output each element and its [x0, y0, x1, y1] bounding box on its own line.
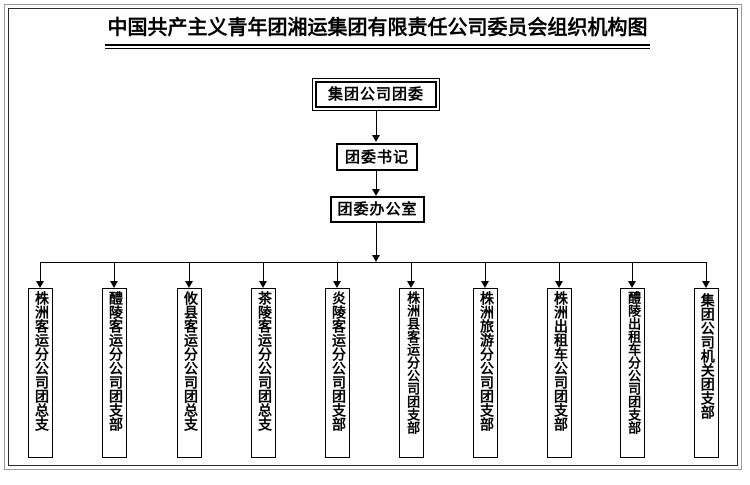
arrowhead-branch-4: [259, 281, 267, 288]
node-root-inner: 集团公司团委: [315, 81, 437, 108]
arrowhead-branch-8: [555, 281, 563, 288]
node-branch-6[interactable]: 株洲县客运分公司团支部: [399, 288, 424, 458]
chart-title-text: 中国共产主义青年团湘运集团有限责任公司委员会组织机构图: [107, 15, 648, 39]
arrowhead-branch-1: [36, 281, 44, 288]
node-branch-7[interactable]: 株洲旅游分公司团支部: [473, 288, 498, 458]
connector-branch-6: [411, 262, 412, 282]
connector-root-to-secretary: [376, 111, 377, 136]
connector-branch-2: [114, 262, 115, 282]
node-branch-3[interactable]: 攸县客运分公司团总支: [177, 288, 202, 458]
node-branch-5[interactable]: 炎陵客运分公司团支部: [325, 288, 350, 458]
arrowhead-branch-10: [702, 281, 710, 288]
node-branch-2[interactable]: 醴陵客运分公司团支部: [102, 288, 127, 458]
node-branch-10-label: 集团公司机关团支部: [698, 293, 715, 419]
chart-title: 中国共产主义青年团湘运集团有限责任公司委员会组织机构图: [105, 14, 650, 40]
node-league-office[interactable]: 团委办公室: [330, 196, 425, 223]
node-branch-8[interactable]: 株洲出租车公司团支部: [547, 288, 572, 458]
node-branch-5-label: 炎陵客运分公司团支部: [330, 291, 346, 431]
node-branch-9[interactable]: 醴陵出租车分公司团支部: [620, 288, 645, 458]
connector-branch-4: [263, 262, 264, 282]
connector-secretary-to-office: [376, 171, 377, 190]
connector-branch-1: [40, 262, 41, 282]
title-underline-thin: [105, 48, 650, 49]
node-branch-1[interactable]: 株洲客运分公司团总支: [28, 288, 53, 458]
node-branch-7-label: 株洲旅游分公司团支部: [478, 291, 494, 431]
node-branch-1-label: 株洲客运分公司团总支: [33, 291, 49, 431]
node-branch-10[interactable]: 集团公司机关团支部: [694, 288, 719, 458]
node-branch-8-label: 株洲出租车公司团支部: [552, 291, 568, 431]
node-branch-2-label: 醴陵客运分公司团支部: [107, 291, 123, 431]
arrowhead-branch-2: [110, 281, 118, 288]
arrowhead-branch-7: [481, 281, 489, 288]
title-underline-thick: [105, 44, 650, 46]
node-branch-3-label: 攸县客运分公司团总支: [182, 291, 198, 431]
connector-branch-10: [706, 262, 707, 282]
node-branch-9-label: 醴陵出租车分公司团支部: [625, 291, 641, 434]
node-secretary-label: 团委书记: [344, 147, 409, 166]
arrowhead-secretary: [372, 135, 380, 142]
node-group-youth-league-committee[interactable]: 集团公司团委: [312, 78, 440, 111]
node-branch-4-label: 茶陵客运分公司团总支: [256, 291, 272, 431]
connector-branch-7: [485, 262, 486, 282]
arrowhead-branch-9: [628, 281, 636, 288]
arrowhead-branch-5: [333, 281, 341, 288]
arrowhead-branch-6: [407, 281, 415, 288]
connector-branch-8: [559, 262, 560, 282]
node-league-secretary[interactable]: 团委书记: [336, 143, 418, 171]
distribution-bus-line: [40, 262, 706, 263]
node-office-label: 团委办公室: [337, 200, 418, 218]
arrowhead-branch-3: [185, 281, 193, 288]
arrowhead-office: [372, 189, 380, 196]
connector-branch-3: [189, 262, 190, 282]
node-branch-6-label: 株洲县客运分公司团支部: [404, 291, 420, 434]
connector-office-to-bus: [376, 223, 377, 257]
connector-branch-9: [632, 262, 633, 282]
node-branch-4[interactable]: 茶陵客运分公司团总支: [251, 288, 276, 458]
node-root-label: 集团公司团委: [327, 85, 424, 103]
connector-branch-5: [337, 262, 338, 282]
arrowhead-bus: [372, 255, 380, 262]
